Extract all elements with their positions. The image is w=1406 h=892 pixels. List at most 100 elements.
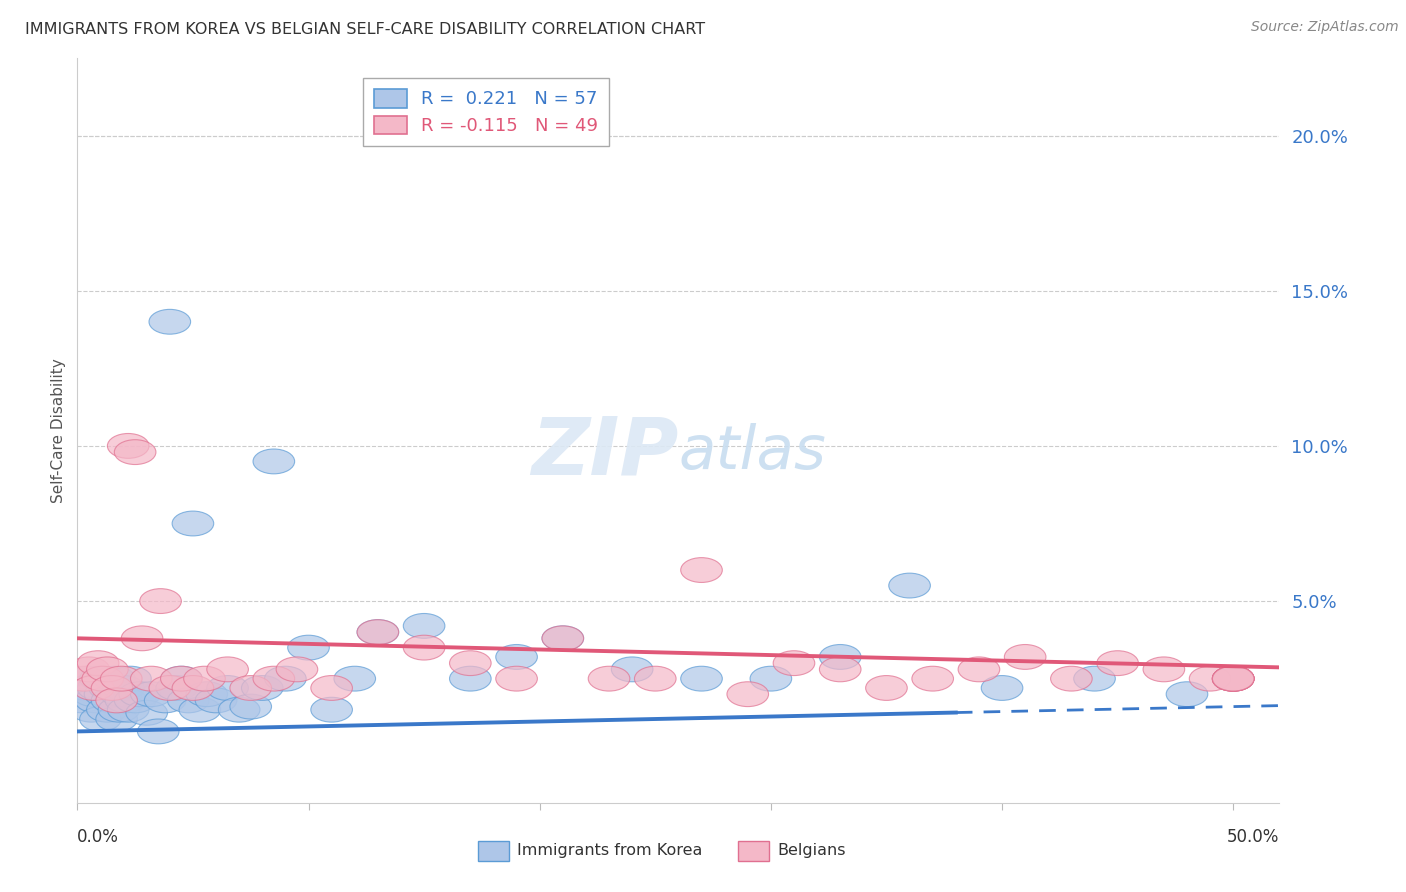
Ellipse shape	[110, 666, 152, 691]
Ellipse shape	[1212, 666, 1254, 691]
Ellipse shape	[1050, 666, 1092, 691]
Ellipse shape	[866, 675, 907, 700]
Ellipse shape	[105, 688, 146, 713]
Ellipse shape	[172, 511, 214, 536]
Ellipse shape	[1212, 666, 1254, 691]
Ellipse shape	[1189, 666, 1230, 691]
Text: Belgians: Belgians	[778, 844, 846, 858]
Legend: R =  0.221   N = 57, R = -0.115   N = 49: R = 0.221 N = 57, R = -0.115 N = 49	[363, 78, 609, 145]
Ellipse shape	[207, 675, 249, 700]
Text: ZIP: ZIP	[531, 414, 679, 491]
Text: atlas: atlas	[679, 423, 827, 483]
Ellipse shape	[1004, 645, 1046, 669]
Y-axis label: Self-Care Disability: Self-Care Disability	[51, 358, 66, 503]
Ellipse shape	[1212, 666, 1254, 691]
Ellipse shape	[179, 698, 221, 723]
Ellipse shape	[404, 635, 444, 660]
Text: Source: ZipAtlas.com: Source: ZipAtlas.com	[1251, 20, 1399, 34]
Ellipse shape	[60, 688, 103, 713]
Ellipse shape	[264, 666, 307, 691]
Ellipse shape	[67, 657, 110, 681]
Ellipse shape	[107, 698, 149, 723]
Ellipse shape	[80, 706, 121, 731]
Ellipse shape	[149, 675, 191, 700]
Ellipse shape	[91, 688, 132, 713]
Ellipse shape	[218, 698, 260, 723]
Ellipse shape	[207, 657, 249, 681]
Ellipse shape	[156, 675, 197, 700]
Text: IMMIGRANTS FROM KOREA VS BELGIAN SELF-CARE DISABILITY CORRELATION CHART: IMMIGRANTS FROM KOREA VS BELGIAN SELF-CA…	[25, 22, 706, 37]
Ellipse shape	[357, 620, 399, 645]
Text: 0.0%: 0.0%	[77, 828, 120, 846]
Ellipse shape	[773, 651, 815, 675]
Ellipse shape	[612, 657, 652, 681]
Text: Immigrants from Korea: Immigrants from Korea	[517, 844, 703, 858]
Ellipse shape	[450, 651, 491, 675]
Ellipse shape	[80, 666, 121, 691]
Ellipse shape	[889, 574, 931, 598]
Ellipse shape	[450, 666, 491, 691]
Ellipse shape	[73, 681, 114, 706]
Ellipse shape	[749, 666, 792, 691]
Ellipse shape	[820, 657, 860, 681]
Ellipse shape	[89, 675, 131, 700]
Ellipse shape	[681, 666, 723, 691]
Ellipse shape	[1212, 666, 1254, 691]
Ellipse shape	[120, 681, 160, 706]
Ellipse shape	[70, 698, 112, 723]
Ellipse shape	[121, 626, 163, 651]
Ellipse shape	[100, 681, 142, 706]
Ellipse shape	[131, 681, 172, 706]
Ellipse shape	[87, 698, 128, 723]
Ellipse shape	[114, 688, 156, 713]
Ellipse shape	[912, 666, 953, 691]
Ellipse shape	[63, 666, 105, 691]
Ellipse shape	[172, 675, 214, 700]
Ellipse shape	[160, 666, 202, 691]
Ellipse shape	[91, 675, 132, 700]
Ellipse shape	[357, 620, 399, 645]
Ellipse shape	[82, 666, 124, 691]
Ellipse shape	[1212, 666, 1254, 691]
Ellipse shape	[335, 666, 375, 691]
Ellipse shape	[114, 440, 156, 465]
Ellipse shape	[167, 688, 209, 713]
Ellipse shape	[127, 700, 167, 725]
Ellipse shape	[145, 688, 186, 713]
Ellipse shape	[103, 675, 145, 700]
Ellipse shape	[253, 449, 295, 474]
Ellipse shape	[253, 666, 295, 691]
Ellipse shape	[160, 666, 202, 691]
Ellipse shape	[1212, 666, 1254, 691]
Ellipse shape	[634, 666, 676, 691]
Ellipse shape	[94, 666, 135, 691]
Text: 50.0%: 50.0%	[1227, 828, 1279, 846]
Ellipse shape	[276, 657, 318, 681]
Ellipse shape	[242, 675, 283, 700]
Ellipse shape	[231, 694, 271, 719]
Ellipse shape	[311, 675, 353, 700]
Ellipse shape	[541, 626, 583, 651]
Ellipse shape	[681, 558, 723, 582]
Ellipse shape	[96, 688, 138, 713]
Ellipse shape	[1097, 651, 1139, 675]
Ellipse shape	[404, 614, 444, 639]
Ellipse shape	[131, 666, 172, 691]
Ellipse shape	[957, 657, 1000, 681]
Ellipse shape	[288, 635, 329, 660]
Ellipse shape	[138, 719, 179, 744]
Ellipse shape	[820, 645, 860, 669]
Ellipse shape	[195, 688, 236, 713]
Ellipse shape	[98, 698, 139, 723]
Ellipse shape	[186, 681, 228, 706]
Ellipse shape	[149, 310, 191, 334]
Ellipse shape	[107, 434, 149, 458]
Ellipse shape	[1074, 666, 1115, 691]
Ellipse shape	[87, 657, 128, 681]
Ellipse shape	[77, 675, 120, 700]
Ellipse shape	[139, 589, 181, 614]
Ellipse shape	[588, 666, 630, 691]
Ellipse shape	[541, 626, 583, 651]
Ellipse shape	[77, 651, 120, 675]
Ellipse shape	[84, 681, 127, 706]
